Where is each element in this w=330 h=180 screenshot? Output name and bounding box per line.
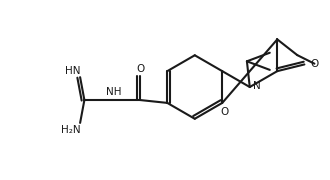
Text: HN: HN bbox=[65, 66, 81, 76]
Text: O: O bbox=[310, 59, 318, 69]
Text: O: O bbox=[136, 64, 144, 74]
Text: NH: NH bbox=[106, 87, 121, 97]
Text: N: N bbox=[253, 81, 261, 91]
Text: H₂N: H₂N bbox=[61, 125, 81, 135]
Text: O: O bbox=[220, 107, 228, 117]
